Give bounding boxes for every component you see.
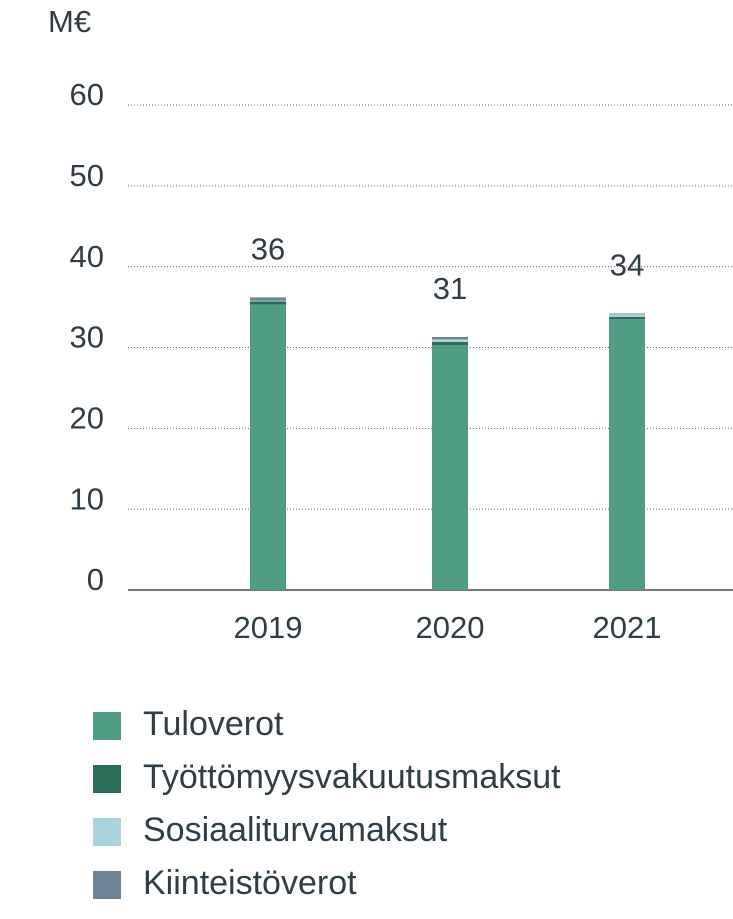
y-tick-label: 50: [70, 158, 104, 193]
bar-segment: [250, 304, 286, 590]
y-axis-label: M€: [48, 4, 91, 39]
bar-segment: [432, 339, 468, 342]
y-tick-label: 20: [70, 401, 104, 436]
legend-label: Sosiaaliturvamaksut: [143, 811, 448, 849]
bar-segment: [432, 336, 468, 340]
legend-label: Työttömyysvakuutusmaksut: [143, 758, 561, 796]
legend-swatch: [93, 871, 121, 899]
x-tick-label: 2020: [416, 610, 485, 645]
y-tick-label: 0: [87, 562, 104, 597]
total-label: 34: [610, 248, 644, 283]
x-tick-label: 2019: [234, 610, 303, 645]
legend-swatch: [93, 818, 121, 846]
total-label: 36: [251, 232, 285, 267]
bar-segment: [432, 341, 468, 346]
legend-swatch: [93, 765, 121, 793]
y-tick-label: 40: [70, 239, 104, 274]
legend-label: Kiinteistöverot: [143, 864, 357, 902]
bar-segment: [250, 300, 286, 302]
bar-segment: [250, 297, 286, 301]
total-label: 31: [433, 271, 467, 306]
y-tick-label: 10: [70, 481, 104, 516]
x-tick-label: 2021: [593, 610, 662, 645]
y-tick-label: 30: [70, 320, 104, 355]
y-tick-label: 60: [70, 77, 104, 112]
bar-segment: [432, 345, 468, 590]
legend-label: Tuloverot: [143, 705, 284, 743]
bar-segment: [609, 316, 645, 320]
bar-segment: [609, 313, 645, 315]
bar-segment: [609, 319, 645, 590]
legend-swatch: [93, 712, 121, 740]
bar-segment: [609, 314, 645, 317]
bar-segment: [250, 301, 286, 305]
